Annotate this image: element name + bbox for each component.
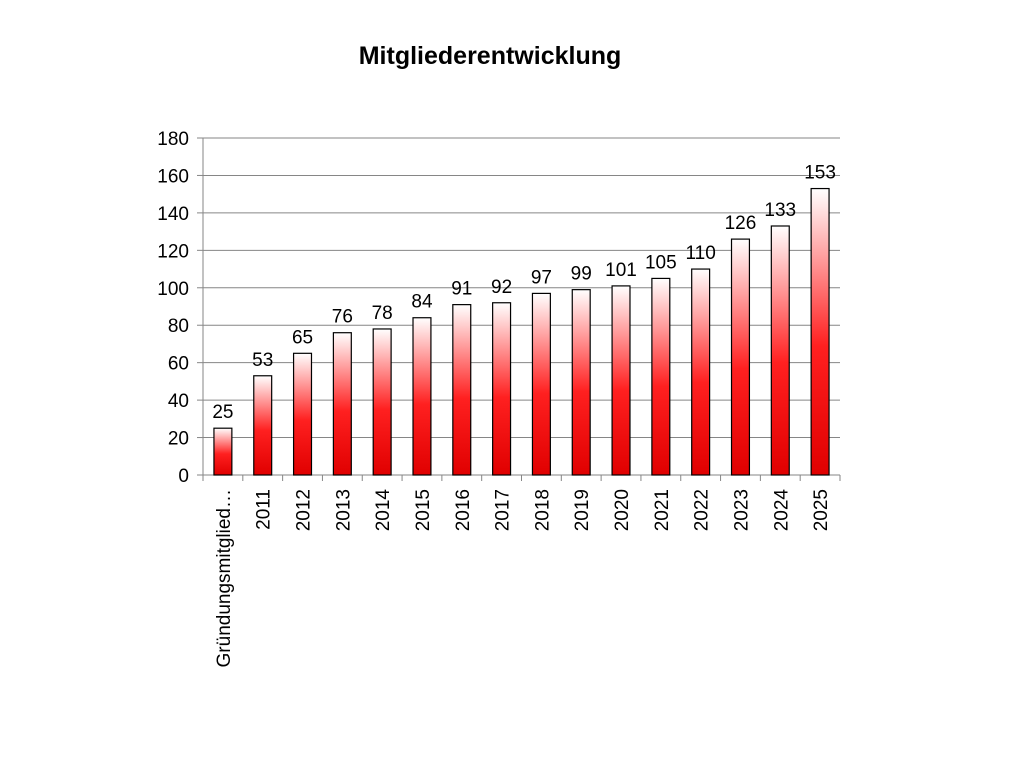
data-label: 110 [686, 243, 716, 264]
chart-title: Mitgliederentwicklung [358, 42, 622, 70]
bar [332, 332, 352, 476]
data-label: 97 [531, 267, 552, 288]
y-tick-label: 100 [157, 279, 189, 300]
data-label: 91 [451, 279, 472, 300]
bar [531, 292, 551, 476]
bar [253, 375, 273, 476]
bar [292, 352, 313, 476]
x-tick-label: 2022 [692, 489, 713, 531]
data-label: 65 [292, 327, 313, 348]
data-label: 76 [332, 307, 353, 328]
bar [412, 317, 432, 476]
y-tick-label: 140 [157, 204, 189, 225]
bar [492, 302, 512, 476]
data-label: 53 [252, 350, 273, 371]
bar [611, 285, 631, 476]
bar [452, 304, 472, 476]
x-tick-label: 2015 [413, 489, 434, 531]
x-tick-label: 2020 [612, 489, 633, 531]
y-tick-label: 60 [168, 354, 189, 375]
bar [810, 187, 830, 476]
x-tick-label: 2025 [811, 489, 832, 531]
bar [372, 328, 392, 476]
x-tick-label: 2017 [493, 489, 514, 531]
labels: 0 20 40 60 80 100 120 140 160 180 25 Gründungsmitgl… [157, 129, 836, 667]
x-tick-label: 2018 [532, 489, 553, 531]
bar [770, 225, 790, 476]
bar [651, 277, 671, 476]
data-label: 99 [571, 264, 592, 285]
data-label: 25 [212, 402, 233, 423]
x-tick-label: 2014 [373, 489, 394, 532]
bar [213, 427, 233, 476]
data-label: 92 [491, 277, 512, 298]
y-tick-label: 180 [157, 129, 189, 150]
bar [571, 289, 591, 476]
data-label: 101 [605, 260, 637, 281]
x-tick-label: 2013 [333, 489, 354, 531]
y-tick-label: 160 [157, 166, 189, 187]
data-label: 153 [804, 163, 836, 184]
x-tick-label: 2023 [731, 489, 752, 531]
y-tick-label: 0 [178, 466, 189, 487]
x-tick-label: 2011 [254, 489, 275, 530]
x-tick-label: 2019 [572, 489, 593, 531]
x-tick-label: 2012 [294, 489, 315, 531]
y-tick-label: 20 [168, 429, 189, 450]
data-label: 105 [645, 252, 677, 273]
y-tick-label: 120 [157, 241, 189, 262]
bar [730, 238, 751, 476]
data-label: 126 [725, 213, 757, 234]
data-label: 78 [372, 303, 393, 324]
data-label: 133 [764, 200, 796, 221]
x-tick-label: 2016 [453, 489, 474, 531]
y-tick-label: 80 [168, 316, 189, 337]
x-tick-label: 2021 [652, 489, 673, 531]
bars [213, 187, 830, 476]
bar [691, 268, 711, 476]
y-tick-label: 40 [168, 391, 189, 412]
x-tick-label: Gründungsmitglied… [214, 489, 235, 667]
data-label: 84 [411, 292, 433, 313]
x-tick-label: 2024 [771, 489, 792, 532]
